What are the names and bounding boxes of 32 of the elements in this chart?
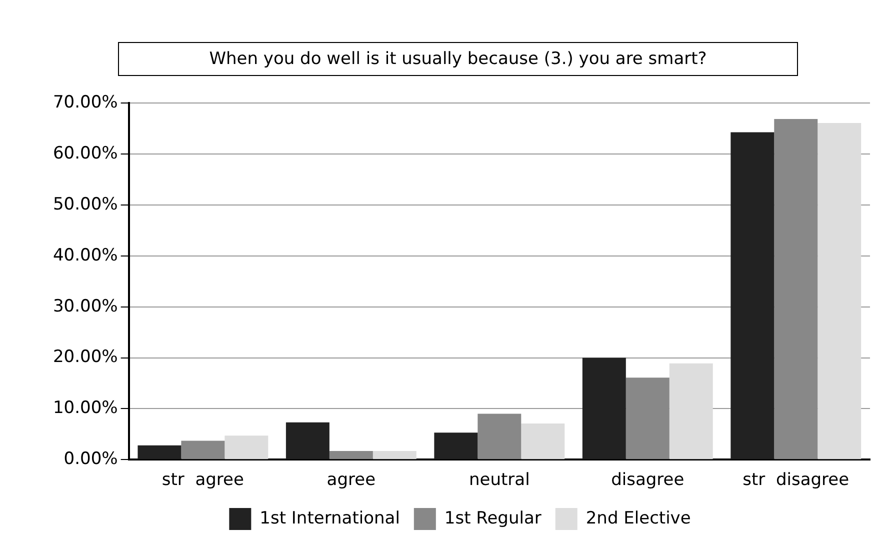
y-tick-label: 40.00%: [52, 245, 118, 266]
x-tick-label: neutral: [469, 470, 530, 490]
bar: [478, 414, 522, 460]
legend-label: 1st International: [260, 508, 400, 528]
bar: [138, 445, 182, 460]
y-tick-label: 70.00%: [52, 92, 118, 113]
bar: [181, 440, 225, 460]
bar: [329, 450, 373, 460]
y-tick-label: 0.00%: [64, 449, 118, 470]
legend-label: 2nd Elective: [586, 508, 691, 528]
bar: [372, 450, 416, 460]
y-tick-label: 60.00%: [52, 144, 118, 164]
chart-title: When you do well is it usually because (3.) you are smart?: [118, 42, 798, 76]
bar: [582, 358, 626, 460]
bar: [521, 423, 565, 460]
y-tick-label: 30.00%: [52, 296, 118, 316]
x-tick-label: disagree: [611, 470, 684, 490]
y-tick-label: 20.00%: [52, 347, 118, 368]
x-tick-label: agree: [326, 470, 376, 490]
bar: [626, 378, 670, 460]
bar: [730, 132, 774, 460]
y-tick-label: 50.00%: [52, 194, 118, 214]
bar: [818, 123, 862, 460]
bar: [224, 436, 268, 460]
bar: [669, 363, 713, 460]
bar: [286, 422, 330, 460]
legend-label: 1st Regular: [444, 508, 542, 528]
x-tick-label: str agree: [162, 470, 244, 490]
bar: [774, 118, 818, 460]
x-tick-label: str disagree: [742, 470, 850, 490]
bar: [434, 432, 478, 460]
y-tick-label: 10.00%: [52, 398, 118, 418]
